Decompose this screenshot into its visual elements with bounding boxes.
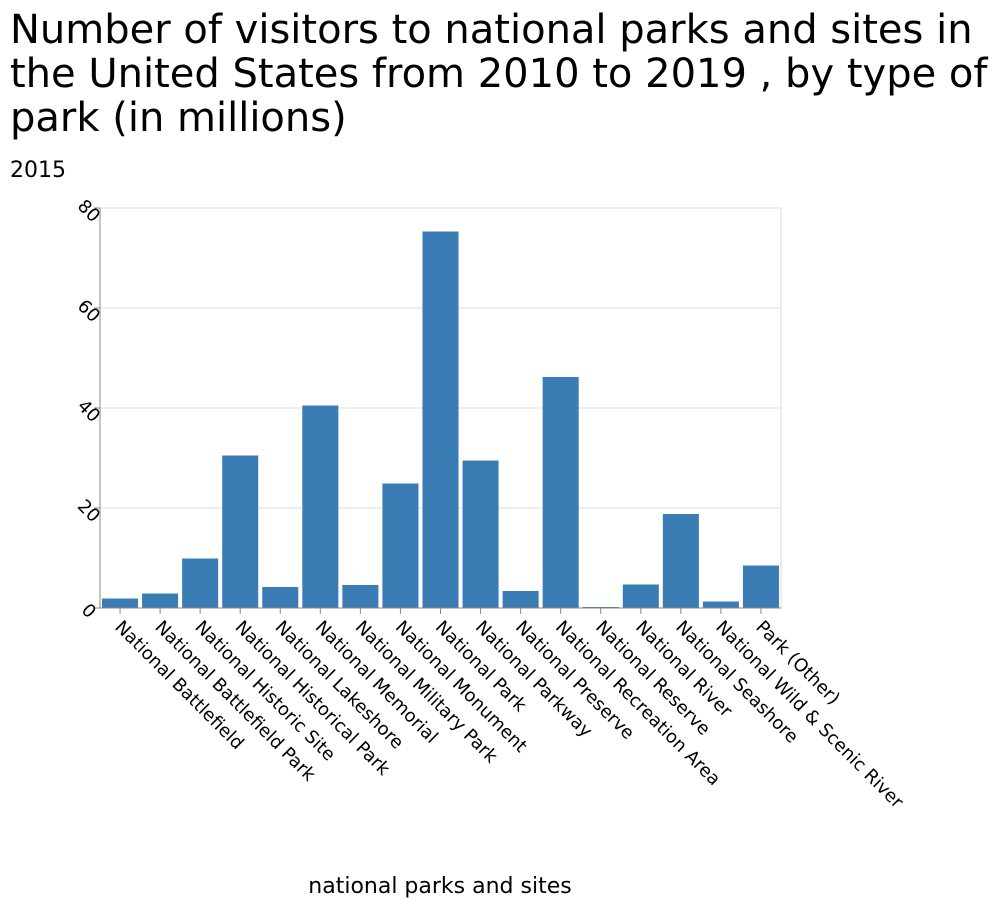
y-tick-label: 20 xyxy=(73,496,104,527)
bar xyxy=(542,377,579,608)
bar xyxy=(382,483,419,608)
bar xyxy=(142,593,179,608)
bar xyxy=(422,231,459,608)
x-tick-label: National Wild & Scenic River xyxy=(711,617,907,813)
bar xyxy=(662,514,699,608)
bar xyxy=(342,585,379,608)
bar xyxy=(222,455,259,608)
bar xyxy=(502,591,539,608)
y-tick-label: 60 xyxy=(73,296,104,327)
bar xyxy=(102,598,139,608)
bar xyxy=(182,558,219,608)
bar xyxy=(262,587,299,608)
y-tick-label: 0 xyxy=(77,600,100,623)
bars xyxy=(102,231,779,608)
y-tick-labels: 0 20 40 60 80 xyxy=(73,196,104,623)
y-tick-label: 80 xyxy=(73,196,104,227)
bar xyxy=(742,565,779,608)
y-tick-label: 40 xyxy=(73,396,104,427)
bar xyxy=(702,601,739,608)
bar xyxy=(302,405,339,608)
axes xyxy=(94,207,781,614)
chart-subtitle: 2015 xyxy=(10,158,66,183)
bar xyxy=(462,460,499,608)
chart-title: Number of visitors to national parks and… xyxy=(10,7,988,141)
bar xyxy=(622,584,659,608)
x-axis-label: national parks and sites xyxy=(308,874,572,899)
